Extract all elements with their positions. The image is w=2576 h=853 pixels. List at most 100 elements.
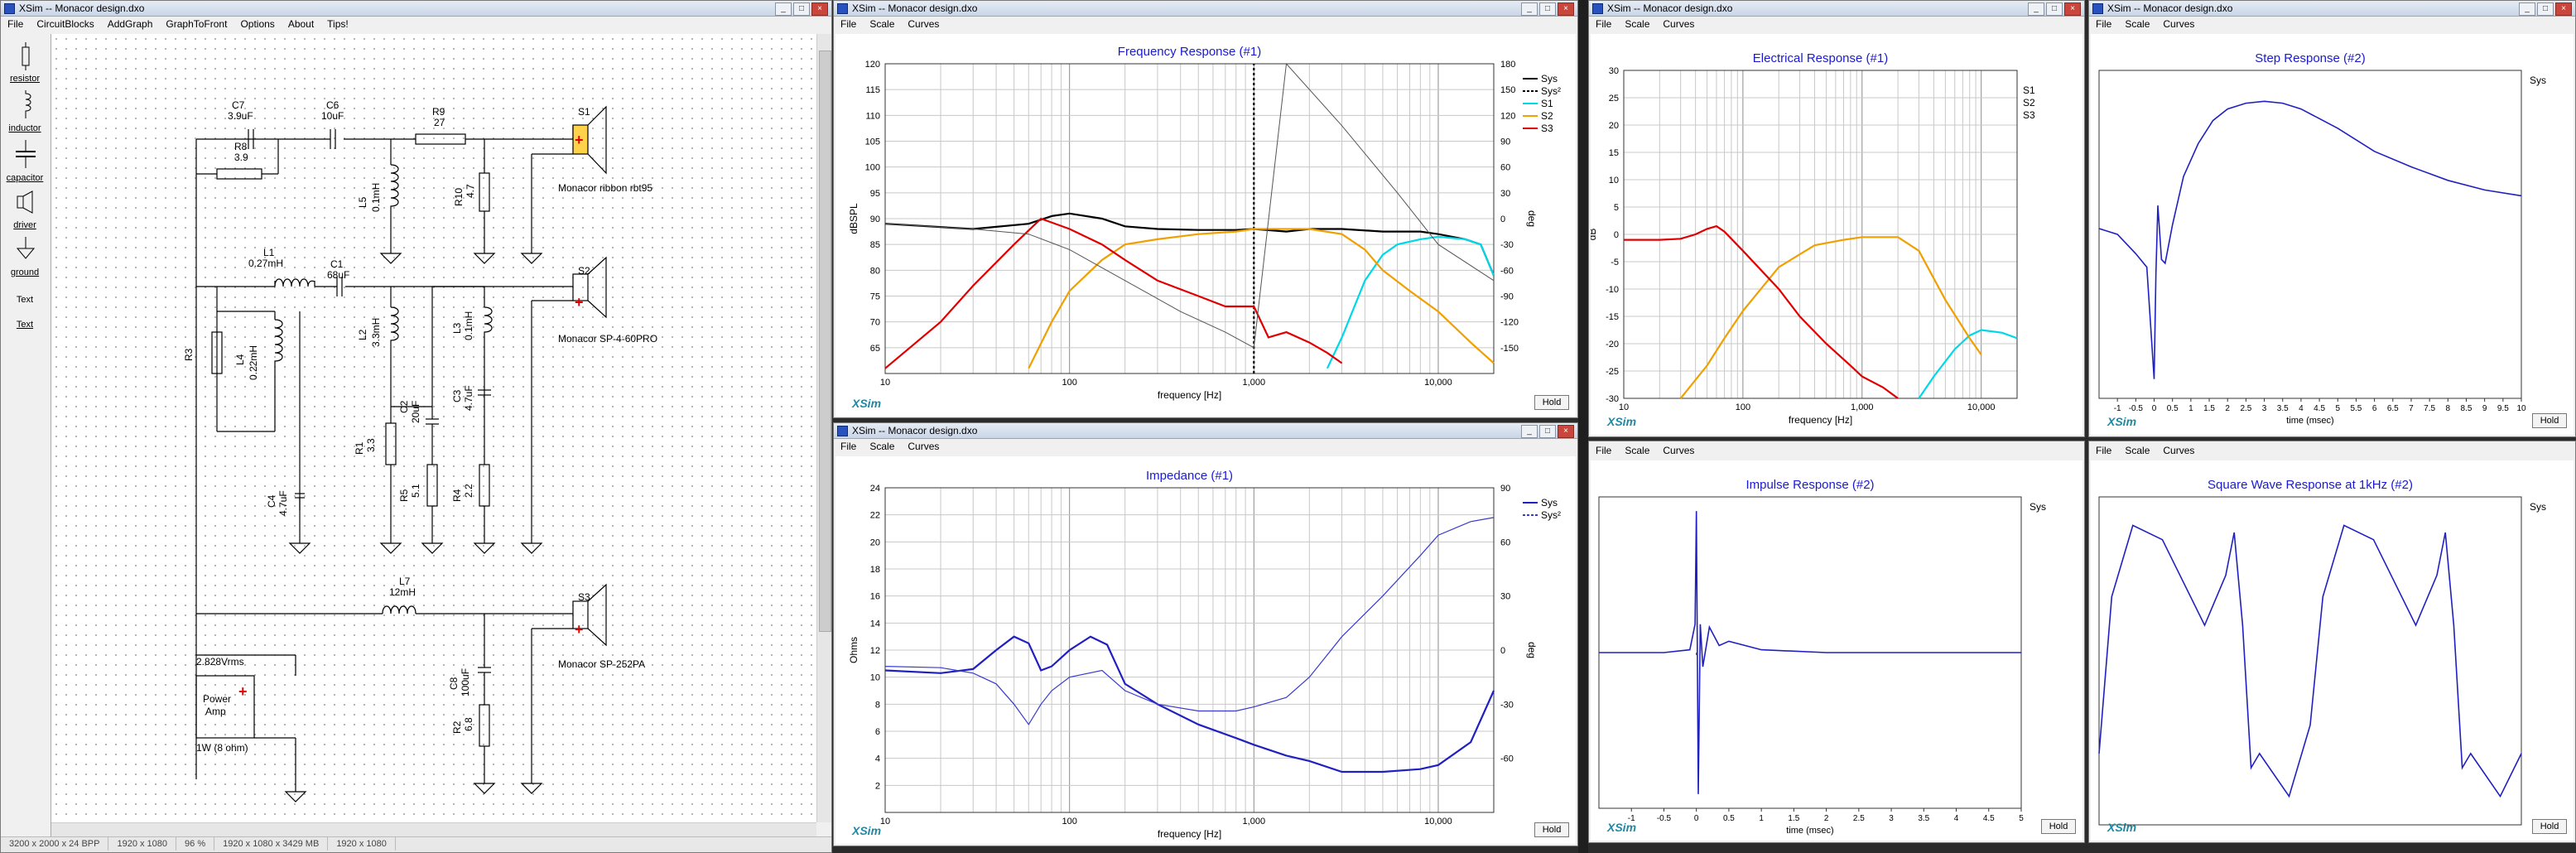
label-c8-value: 100uF [460, 668, 471, 696]
plot-area[interactable]: 65 70 75 80 85 90 95 100 105 110 115 120 180 150 120 90… [835, 34, 1576, 417]
hold-button[interactable]: Hold [1534, 395, 1569, 410]
close-button[interactable]: × [1558, 425, 1574, 438]
minimize-button[interactable]: _ [1521, 425, 1538, 438]
y2-tick-label: -150 [1500, 344, 1519, 354]
plot-frame [884, 487, 1495, 813]
menu-scale[interactable]: Scale [869, 18, 895, 30]
y-tick-label: 65 [870, 344, 880, 354]
chart-title: Frequency Response (#1) [1118, 45, 1261, 59]
label-l1: L1 [263, 247, 275, 258]
plot-area[interactable]: 2 4 6 8 10 12 14 16 18 20 22 24 90 60 30 0 -30 -60 10 100 1,… [835, 456, 1576, 844]
minimize-button[interactable]: _ [2519, 2, 2535, 16]
menu-scale[interactable]: Scale [1625, 18, 1650, 30]
menu-scale[interactable]: Scale [2125, 18, 2150, 30]
tool-ground[interactable]: ground [10, 267, 40, 277]
menu-file[interactable]: File [840, 441, 857, 452]
title-bar[interactable]: XSim -- Monacor design.dxo _ □ × [2089, 1, 2575, 17]
title-bar[interactable]: XSim -- Monacor design.dxo _ □ × [834, 1, 1577, 17]
legend-item: Sys [1541, 497, 1558, 508]
menu-file[interactable]: File [2096, 18, 2112, 30]
close-button[interactable]: × [811, 2, 828, 16]
series-line-s3 [1624, 224, 1899, 399]
legend-item: S2 [1541, 110, 1553, 122]
plot-area[interactable]: Square Wave Response at 1kHz (#2) Sys XSi… [2091, 460, 2574, 841]
menu-graphtofront[interactable]: GraphToFront [166, 18, 228, 30]
menu-curves[interactable]: Curves [2163, 18, 2195, 30]
x-tick-label: 10,000 [1424, 817, 1452, 826]
menu-file[interactable]: File [1596, 445, 1612, 456]
menu-addgraph[interactable]: AddGraph [107, 18, 153, 30]
title-bar[interactable]: XSim -- Monacor design.dxo _ □ × [1, 1, 831, 17]
maximize-button[interactable]: □ [2046, 2, 2063, 16]
menu-options[interactable]: Options [240, 18, 275, 30]
scrollbar-thumb[interactable] [819, 51, 831, 632]
menu-circuitblocks[interactable]: CircuitBlocks [36, 18, 94, 30]
schematic-canvas[interactable]: + + + + C7 3.9uF R8 3.9 C6 10uF R9 27 L5 0.… [51, 34, 816, 822]
ground-icon[interactable] [16, 237, 36, 260]
menu-file[interactable]: File [840, 18, 857, 30]
minimize-button[interactable]: _ [775, 2, 792, 16]
label-c2: C2 [398, 400, 410, 413]
horizontal-scrollbar[interactable] [51, 822, 816, 836]
menu-about[interactable]: About [287, 18, 315, 30]
y-tick-label: 18 [870, 565, 880, 575]
y2-tick-label: -30 [1500, 700, 1514, 710]
title-bar[interactable]: XSim -- Monacor design.dxo _ □ × [834, 423, 1577, 439]
menu-file[interactable]: File [2096, 445, 2112, 456]
menu-curves[interactable]: Curves [908, 441, 940, 452]
tool-text-2[interactable]: Text [16, 320, 34, 330]
y-tick-label: 5 [1614, 203, 1619, 213]
label-s2-name: Monacor SP-4-60PRO [558, 333, 657, 345]
plot-area[interactable]: Impulse Response (#2) -1 -0.5 0 0.5 1 1.5 2 2.5 3… [1591, 460, 2082, 841]
label-l5: L5 [357, 196, 368, 208]
y-tick-label: 85 [870, 240, 880, 250]
tool-driver[interactable]: driver [13, 220, 36, 230]
hold-button[interactable]: Hold [2532, 819, 2567, 834]
close-button[interactable]: × [1558, 2, 1574, 16]
hold-button[interactable]: Hold [2041, 819, 2076, 834]
maximize-button[interactable]: □ [1539, 2, 1556, 16]
tool-capacitor[interactable]: capacitor [6, 173, 44, 183]
close-button[interactable]: × [2555, 2, 2572, 16]
menu-scale[interactable]: Scale [1625, 445, 1650, 456]
resistor-icon[interactable] [17, 42, 34, 70]
y2-tick-label: -30 [1500, 240, 1514, 250]
menu-curves[interactable]: Curves [2163, 445, 2195, 456]
hold-button[interactable]: Hold [1534, 822, 1569, 837]
desktop-strip [1578, 0, 1588, 853]
menu-curves[interactable]: Curves [1663, 445, 1695, 456]
tool-text[interactable]: Text [16, 295, 34, 305]
plot-area[interactable]: Step Response (#2) -1 -0.5 0 0.5 1 1.5 2 2.5 3 3.5… [2091, 34, 2574, 435]
menu-file[interactable]: File [1596, 18, 1612, 30]
menu-curves[interactable]: Curves [1663, 18, 1695, 30]
menu-file[interactable]: File [7, 18, 24, 30]
maximize-button[interactable]: □ [1539, 425, 1556, 438]
y2-tick-label: 30 [1500, 189, 1510, 199]
vertical-scrollbar[interactable] [816, 34, 831, 822]
maximize-button[interactable]: □ [793, 2, 810, 16]
x-axis-label: frequency [Hz] [1789, 414, 1852, 426]
driver-icon[interactable] [16, 190, 36, 214]
tool-resistor[interactable]: resistor [9, 74, 41, 84]
svg-text:+: + [575, 294, 584, 311]
minimize-button[interactable]: _ [1521, 2, 1538, 16]
menu-scale[interactable]: Scale [2125, 445, 2150, 456]
title-bar[interactable]: XSim -- Monacor design.dxo _ □ × [1589, 1, 2084, 17]
hold-button[interactable]: Hold [2532, 413, 2567, 428]
x-tick-label: -1 [1628, 814, 1635, 823]
capacitor-icon[interactable] [14, 140, 37, 168]
label-l4-value: 0.22mH [248, 345, 259, 380]
label-c7-value: 3.9uF [228, 110, 253, 122]
menu-curves[interactable]: Curves [908, 18, 940, 30]
maximize-button[interactable]: □ [2537, 2, 2554, 16]
inductor-icon[interactable] [17, 90, 34, 118]
menu-tips[interactable]: Tips! [327, 18, 349, 30]
menu-scale[interactable]: Scale [869, 441, 895, 452]
minimize-button[interactable]: _ [2028, 2, 2044, 16]
plot-area[interactable]: 30 25 20 15 10 5 0 -5 -10 -15 -20 -25 -30 10 100 1,000 1… [1591, 34, 2082, 435]
label-s1-name: Monacor ribbon rbt95 [558, 182, 652, 194]
close-button[interactable]: × [2064, 2, 2081, 16]
tool-inductor[interactable]: inductor [8, 123, 41, 133]
label-s3-name: Monacor SP-252PA [558, 658, 645, 670]
